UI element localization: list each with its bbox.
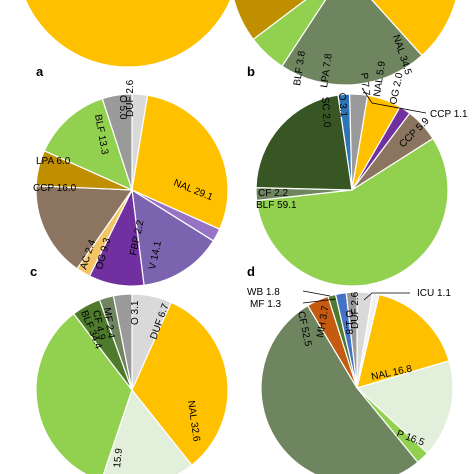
slice-label-e-p: 15.9 xyxy=(112,447,125,468)
slice-label-e-o: O 3.1 xyxy=(130,300,141,325)
slice-label-d-cf: CF 2.2 xyxy=(258,188,288,199)
pie-slice-f-nal xyxy=(356,293,450,389)
pie-slice-b-nal xyxy=(371,0,457,57)
leader-line-ccp-b xyxy=(361,87,427,114)
panel-letter-b: b xyxy=(247,64,255,79)
leader-line-icu-f xyxy=(363,292,410,301)
slice-label-e-mf: MF 2.4 xyxy=(101,307,116,340)
slice-label-d-nal: NAL 5.9 xyxy=(372,60,388,97)
pie-slice-e-nal xyxy=(131,301,229,466)
pie-slice-d-blf xyxy=(255,137,449,287)
slice-label-f-wb: WB 1.8 xyxy=(247,287,280,298)
pie-slice-c-ccp xyxy=(35,185,134,270)
pie-slice-f-o xyxy=(345,291,358,389)
slice-label-d-og: OG 2.0 xyxy=(388,71,406,105)
pie-slice-b-cf xyxy=(281,0,423,86)
pie-slice-f-cf xyxy=(260,304,419,474)
slice-label-c-lpa: LPA 6.0 xyxy=(36,156,71,167)
slice-label-d-sc: SC 2.0 xyxy=(319,96,332,128)
slice-label-b-p: P 7.7 xyxy=(358,72,371,97)
panel-letter-d: d xyxy=(247,264,255,279)
slice-label-f-mf: MF 1.3 xyxy=(250,299,282,310)
leader-line-mf-f xyxy=(302,298,337,304)
pie-slice-b-lpa xyxy=(233,0,307,41)
pie-slice-c-v xyxy=(131,188,215,286)
slice-label-b-blf: BLF 3.8 xyxy=(292,50,308,87)
pie-slice-c-o xyxy=(101,93,133,191)
pie-charts xyxy=(24,0,457,474)
panel-letter-a: a xyxy=(36,64,44,79)
slice-label-c-o: O 5.0 xyxy=(117,95,128,120)
slice-label-f-duf: DUF 2.6 xyxy=(350,291,361,329)
pie-slice-a-nal xyxy=(24,0,232,68)
slice-label-c-duf: DUF 2.6 xyxy=(125,79,136,117)
panel-letter-c: c xyxy=(30,264,37,279)
leader-line-wb-f xyxy=(302,290,331,297)
slice-label-f-o: O 1.8 xyxy=(343,310,354,335)
pie-slice-d-nal xyxy=(351,94,401,191)
slice-label-c-ccp: CCP 16.0 xyxy=(33,183,77,194)
slice-label-d-blf: BLF 59.1 xyxy=(256,200,297,211)
pie-slice-c-nal xyxy=(131,94,229,231)
pie-slice-d-cf-d xyxy=(255,94,353,191)
slice-label-b-ccp: CCP 1.1 xyxy=(430,109,468,120)
pie-slice-f-p xyxy=(355,360,454,455)
pie-slice-e-blf xyxy=(35,312,133,474)
leader-lines xyxy=(302,87,427,304)
panel-letters: a b c d xyxy=(30,64,255,279)
pie-slice-e-p xyxy=(102,388,193,474)
slice-label-b-lpa: LPA 7.8 xyxy=(319,52,335,88)
pie-slice-c-blf xyxy=(43,97,133,192)
slice-label-d-o: O 3.1 xyxy=(336,92,349,118)
slice-label-f-icu: ICU 1.1 xyxy=(417,288,451,299)
pie-slice-e-o xyxy=(112,293,133,391)
